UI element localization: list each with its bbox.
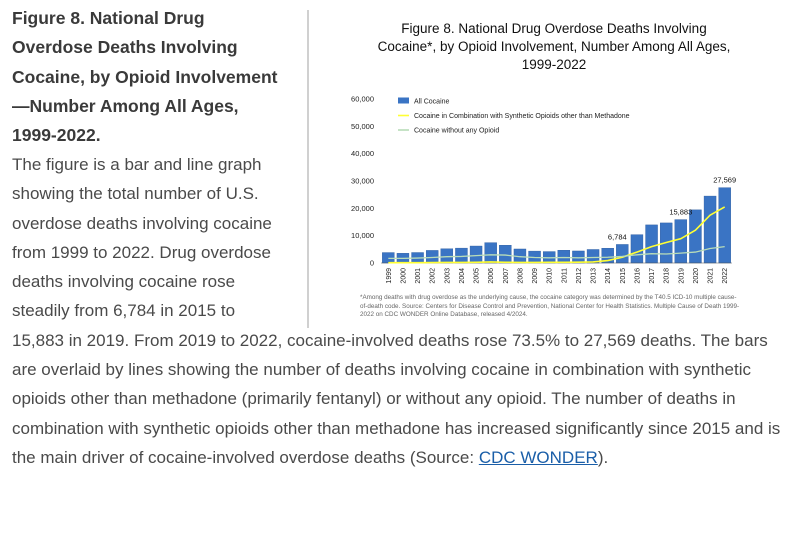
x-tick-label: 2020 — [693, 268, 700, 284]
x-tick-label: 2005 — [474, 268, 481, 284]
synthetic-opioid-line — [388, 206, 726, 264]
x-tick-label: 2015 — [620, 268, 627, 284]
description-part-2: 15,883 in 2019. From 2019 to 2022, cocai… — [12, 326, 782, 472]
x-tick-label: 2008 — [517, 268, 524, 284]
no-opioid-line — [388, 245, 725, 260]
bar-2006 — [484, 242, 497, 264]
x-tick-label: 2010 — [547, 268, 554, 284]
y-tick-label: 0 — [370, 259, 374, 268]
x-tick-label: 2006 — [488, 268, 495, 284]
y-tick-label: 20,000 — [351, 204, 374, 213]
bar-2015 — [616, 244, 629, 264]
bar-2016 — [630, 234, 644, 264]
x-tick-label: 2009 — [532, 268, 539, 284]
bar-2012 — [572, 250, 585, 264]
bar-2011 — [557, 250, 571, 264]
bar-2019 — [674, 219, 688, 264]
description-text: 15,883 in 2019. From 2019 to 2022, cocai… — [12, 330, 781, 467]
legend-label: All Cocaine — [414, 99, 450, 106]
chart-svg: 0 10,000 20,000 30,000 40,000 50,000 60,000 199… — [351, 95, 736, 284]
description-part-1: The figure is a bar and line graph showi… — [12, 155, 272, 321]
chart-title-line-2: Cocaine*, by Opioid Involvement, Number … — [377, 39, 731, 54]
chart-title: Figure 8. National Drug Overdose Deaths … — [318, 20, 790, 74]
bar-2017 — [645, 224, 658, 264]
x-tick-label: 2019 — [678, 268, 685, 284]
y-tick-label: 60,000 — [351, 95, 374, 104]
x-tick-label: 2014 — [605, 268, 612, 284]
x-tick-label: 1999 — [386, 268, 393, 284]
column-divider — [307, 10, 309, 328]
x-tick-label: 2011 — [561, 268, 568, 283]
legend-swatch-all-cocaine — [398, 97, 409, 104]
data-label-2015: 6,784 — [608, 232, 627, 241]
chart-title-line-3: 1999-2022 — [521, 57, 587, 72]
y-tick-label: 10,000 — [351, 231, 374, 240]
chart-figure: Figure 8. National Drug Overdose Deaths … — [318, 0, 790, 330]
x-tick-label: 2012 — [576, 268, 583, 284]
description-end: ). — [597, 447, 609, 467]
x-tick-label: 2022 — [722, 268, 729, 284]
chart-footnote: *Among deaths with drug overdose as the … — [360, 294, 740, 318]
chart-title-line-1: Figure 8. National Drug Overdose Deaths … — [401, 21, 707, 36]
bar-2003 — [440, 248, 454, 264]
bar-2007 — [499, 245, 512, 264]
x-tick-label: 2003 — [444, 268, 451, 284]
x-tick-label: 2018 — [664, 268, 671, 284]
left-column: Figure 8. National Drug Overdose Deaths … — [12, 4, 280, 150]
y-tick-label: 50,000 — [351, 122, 374, 131]
bar-2021 — [703, 195, 717, 264]
bar-2005 — [469, 245, 483, 264]
y-tick-label: 40,000 — [351, 149, 374, 158]
data-label-2022: 27,569 — [713, 176, 736, 185]
y-tick-label: 30,000 — [351, 177, 374, 186]
bar-2022 — [718, 187, 731, 264]
bar-2020 — [689, 209, 702, 264]
description-block: The figure is a bar and line graph showi… — [12, 150, 782, 472]
x-tick-label: 2007 — [503, 268, 510, 284]
x-tick-label: 2001 — [415, 268, 422, 284]
x-tick-label: 2021 — [708, 268, 715, 284]
x-tick-label: 2016 — [634, 268, 641, 284]
data-label-2019: 15,883 — [669, 208, 692, 217]
x-tick-label: 2013 — [591, 268, 598, 284]
legend-label: Cocaine in Combination with Synthetic Op… — [414, 113, 630, 120]
x-tick-label: 2004 — [459, 268, 466, 284]
cdc-wonder-link[interactable]: CDC WONDER — [478, 447, 598, 467]
legend-label: Cocaine without any Opioid — [414, 128, 499, 135]
figure-heading: Figure 8. National Drug Overdose Deaths … — [12, 8, 278, 146]
x-tick-label: 2000 — [400, 268, 407, 284]
x-tick-label: 2017 — [649, 268, 656, 284]
x-tick-label: 2002 — [430, 268, 437, 284]
